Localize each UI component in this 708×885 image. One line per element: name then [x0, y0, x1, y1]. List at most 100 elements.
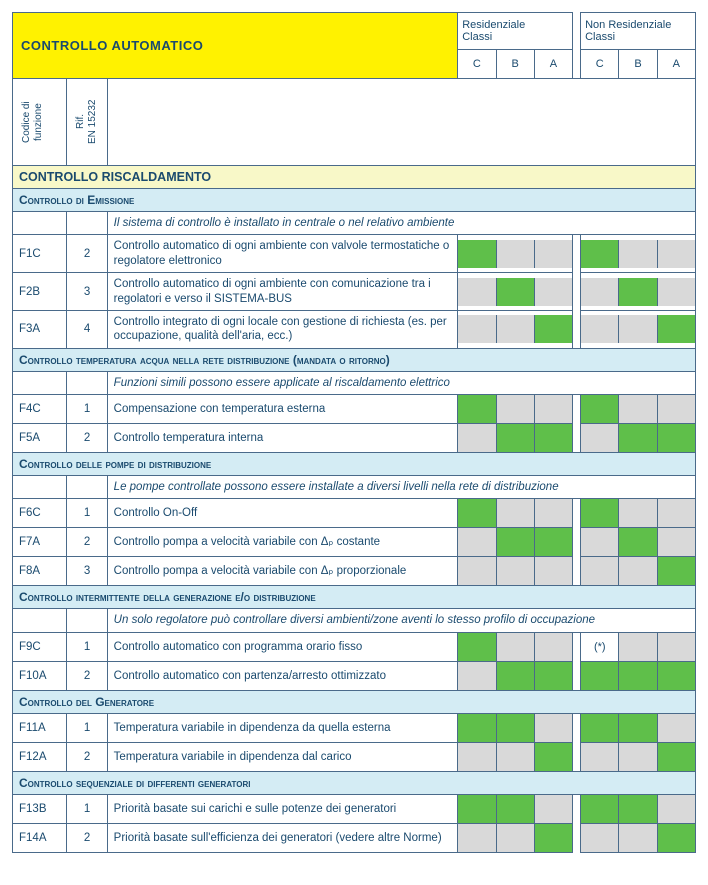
class-cell: [535, 395, 572, 423]
class-cell: [497, 557, 535, 585]
class-cell: [581, 278, 619, 306]
class-cell: [619, 240, 657, 268]
class-cell: [658, 633, 695, 661]
nonres-grid: [581, 528, 696, 557]
class-cell: [581, 824, 619, 852]
class-cell: [458, 714, 496, 742]
class-cell: [581, 499, 619, 527]
res-grid: [458, 742, 573, 771]
class-cell: [619, 633, 657, 661]
function-ref: 1: [67, 713, 107, 742]
nonres-grid: [581, 794, 696, 823]
note-code: [13, 476, 67, 499]
res-class-A: A: [535, 50, 572, 78]
class-cell: [497, 315, 535, 343]
class-cell: [497, 424, 535, 452]
function-ref: 2: [67, 235, 107, 273]
class-cell: [619, 315, 657, 343]
res-grid: [458, 424, 573, 453]
col-header-ref: Rif.EN 15232: [67, 79, 107, 166]
res-grid: [458, 499, 573, 528]
function-ref: 1: [67, 632, 107, 661]
class-cell: [497, 824, 535, 852]
class-cell: [535, 499, 572, 527]
res-grid: [458, 273, 573, 311]
function-desc: Temperatura variabile in dipendenza dal …: [107, 742, 458, 771]
nonres-class-A: A: [658, 50, 695, 78]
nonres-grid: [581, 273, 696, 311]
res-grid: [458, 395, 573, 424]
function-ref: 2: [67, 823, 107, 852]
function-ref: 3: [67, 273, 107, 311]
res-grid: [458, 823, 573, 852]
section-header: Controllo sequenziale di differenti gene…: [13, 771, 696, 794]
class-cell: [658, 395, 695, 423]
function-ref: 3: [67, 557, 107, 586]
class-cell: [497, 662, 535, 690]
class-cell: [619, 278, 657, 306]
nonres-grid: [581, 395, 696, 424]
class-cell: [581, 743, 619, 771]
class-cell: [535, 528, 572, 556]
function-desc: Temperatura variabile in dipendenza da q…: [107, 713, 458, 742]
class-cell: [619, 528, 657, 556]
class-cell: [535, 557, 572, 585]
class-cell: [658, 743, 695, 771]
class-cell: [458, 743, 496, 771]
section-header: Controllo temperatura acqua nella rete d…: [13, 348, 696, 371]
section-header: Controllo di Emissione: [13, 189, 696, 212]
res-grid: [458, 557, 573, 586]
res-class-B: B: [497, 50, 535, 78]
class-cell: [581, 424, 619, 452]
class-cell: [619, 557, 657, 585]
class-cell: [535, 824, 572, 852]
res-grid: [458, 528, 573, 557]
note-ref: [67, 212, 107, 235]
function-ref: 1: [67, 499, 107, 528]
class-cell: [581, 795, 619, 823]
function-code: F1C: [13, 235, 67, 273]
class-cell: [658, 662, 695, 690]
function-ref: 1: [67, 794, 107, 823]
note-ref: [67, 476, 107, 499]
note-code: [13, 212, 67, 235]
note-ref: [67, 371, 107, 394]
header-spacer: [107, 79, 695, 166]
function-code: F6C: [13, 499, 67, 528]
class-cell: [535, 662, 572, 690]
class-cell: [458, 528, 496, 556]
function-desc: Controllo integrato di ogni locale con g…: [107, 310, 458, 348]
class-cell: [458, 499, 496, 527]
class-cell: [658, 557, 695, 585]
col-header-code: Codice difunzione: [13, 79, 67, 166]
section-note: Il sistema di controllo è installato in …: [107, 212, 695, 235]
class-cell: [619, 714, 657, 742]
res-grid: [458, 632, 573, 661]
nonres-grid: [581, 235, 696, 273]
class-cell: [535, 633, 572, 661]
function-code: F9C: [13, 632, 67, 661]
res-grid: [458, 713, 573, 742]
class-cell: [658, 528, 695, 556]
class-cell: [497, 795, 535, 823]
function-ref: 2: [67, 742, 107, 771]
class-cell: [658, 240, 695, 268]
function-code: F8A: [13, 557, 67, 586]
class-cell: [458, 824, 496, 852]
class-cell: (*): [581, 633, 619, 661]
class-cell: [581, 714, 619, 742]
class-cell: [458, 662, 496, 690]
function-code: F11A: [13, 713, 67, 742]
function-code: F3A: [13, 310, 67, 348]
nonres-class-B: B: [619, 50, 657, 78]
class-cell: [535, 315, 572, 343]
function-code: F7A: [13, 528, 67, 557]
function-desc: Controllo automatico con programma orari…: [107, 632, 458, 661]
res-grid: [458, 661, 573, 690]
function-code: F5A: [13, 424, 67, 453]
class-cell: [497, 278, 535, 306]
class-cell: [619, 424, 657, 452]
function-desc: Controllo automatico con partenza/arrest…: [107, 661, 458, 690]
class-cell: [458, 395, 496, 423]
nonres-grid: [581, 310, 696, 348]
